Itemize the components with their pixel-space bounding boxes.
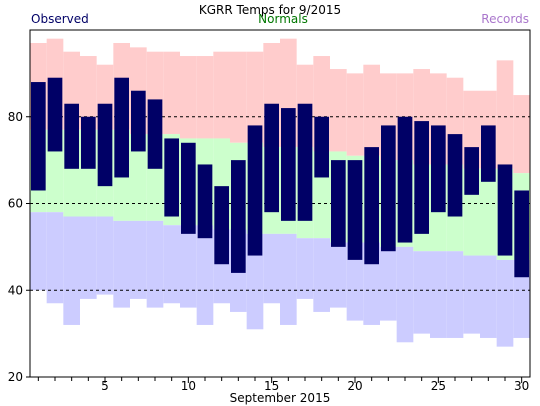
record-low-band xyxy=(130,220,147,299)
y-tick-label: 40 xyxy=(8,283,23,297)
y-tick-label: 80 xyxy=(8,110,23,124)
observed-bar xyxy=(464,147,479,195)
record-low-band xyxy=(330,242,347,308)
observed-bar xyxy=(164,138,179,217)
observed-bar xyxy=(214,186,229,265)
x-tick-label: 15 xyxy=(264,379,279,393)
legend-normals: Normals xyxy=(258,12,308,26)
record-low-band xyxy=(196,225,214,325)
record-low-band xyxy=(113,220,130,308)
x-tick-label: 20 xyxy=(347,379,362,393)
record-low-band xyxy=(163,225,180,304)
record-low-band xyxy=(96,216,114,295)
observed-bar xyxy=(131,90,146,152)
observed-bar xyxy=(414,121,429,234)
record-low-band xyxy=(80,216,97,299)
observed-bar xyxy=(431,125,446,213)
observed-bar xyxy=(347,160,363,260)
observed-bar xyxy=(47,77,63,152)
record-low-band xyxy=(46,212,64,304)
record-low-band xyxy=(446,251,464,338)
record-low-band xyxy=(263,233,280,304)
record-high-band xyxy=(496,60,514,169)
observed-bar xyxy=(514,190,529,278)
record-low-band xyxy=(380,246,397,321)
record-high-band xyxy=(513,95,530,174)
observed-bar xyxy=(397,116,413,243)
observed-bar xyxy=(31,82,46,191)
observed-bar xyxy=(197,164,213,239)
observed-bar xyxy=(497,164,513,256)
x-tick-label: 10 xyxy=(181,379,196,393)
observed-bar xyxy=(481,125,496,182)
record-low-band xyxy=(496,259,514,347)
record-low-band xyxy=(246,233,264,330)
observed-bar xyxy=(81,116,96,169)
record-low-band xyxy=(296,238,314,299)
observed-bar xyxy=(381,125,396,252)
gridlines xyxy=(30,116,530,291)
record-high-band xyxy=(213,51,230,139)
record-high-band xyxy=(163,51,180,135)
record-high-band xyxy=(363,64,380,156)
x-tick-label: 5 xyxy=(101,379,109,393)
record-high-band xyxy=(330,69,347,152)
x-tick-label: 25 xyxy=(431,379,446,393)
record-low-band xyxy=(463,255,480,334)
normal-band xyxy=(130,134,147,221)
record-low-band xyxy=(396,246,414,343)
legend-observed: Observed xyxy=(31,12,89,26)
observed-bar xyxy=(264,103,279,213)
legend-records: Records xyxy=(481,12,529,26)
observed-bar xyxy=(331,160,346,247)
observed-bar xyxy=(364,147,379,265)
record-low-band xyxy=(30,212,47,291)
observed-bars xyxy=(31,77,529,278)
observed-bar xyxy=(97,103,113,187)
y-tick-label: 60 xyxy=(8,197,23,211)
x-axis-label: September 2015 xyxy=(230,391,331,405)
record-low-band xyxy=(280,233,297,325)
record-high-band xyxy=(230,51,247,143)
record-high-band xyxy=(196,56,214,139)
observed-bar xyxy=(314,116,329,178)
observed-bar xyxy=(114,77,129,178)
observed-bar xyxy=(147,99,163,169)
y-tick-label: 20 xyxy=(8,370,23,384)
record-low-band xyxy=(480,255,497,338)
record-low-band xyxy=(180,225,197,308)
observed-bar xyxy=(247,125,263,256)
record-high-band xyxy=(346,73,364,156)
record-high-band xyxy=(246,51,264,143)
x-tick-label: 30 xyxy=(514,379,529,393)
observed-bar xyxy=(64,103,79,169)
observed-bar xyxy=(231,160,246,273)
record-low-band xyxy=(63,216,80,325)
observed-bar xyxy=(281,108,296,221)
record-high-band xyxy=(80,56,97,130)
record-low-band xyxy=(413,251,430,334)
record-low-band xyxy=(513,259,530,338)
observed-bar xyxy=(447,134,463,217)
observed-bar xyxy=(181,142,196,234)
observed-bar xyxy=(297,103,313,221)
normal-band xyxy=(480,168,497,256)
record-low-band xyxy=(346,242,364,321)
record-low-band xyxy=(313,238,330,312)
record-low-band xyxy=(430,251,447,338)
chart-title: KGRR Temps for 9/2015 xyxy=(199,3,341,17)
axes: 5 10 15 20 25 30 20 40 60 80 xyxy=(8,110,530,393)
record-high-band xyxy=(180,56,197,139)
record-low-band xyxy=(146,220,164,308)
